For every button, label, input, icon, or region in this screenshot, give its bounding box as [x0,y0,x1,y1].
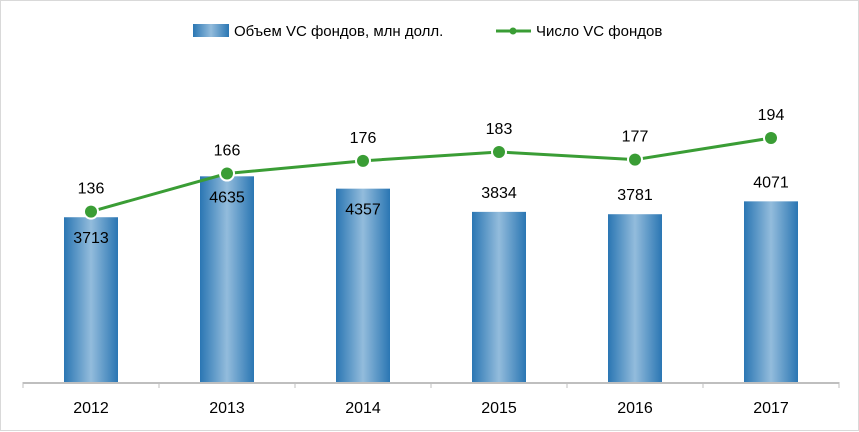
legend-bar-label: Объем VC фондов, млн долл. [234,23,443,40]
x-tick-label-2017: 2017 [753,400,789,417]
bar-2015 [472,211,526,382]
legend-bar-swatch [193,24,229,37]
bar-2017 [744,201,798,382]
bar-value-label-2013: 4635 [209,189,245,206]
bar-2012 [64,217,118,382]
line-point-2015 [493,145,505,158]
x-tick-label-2014: 2014 [345,400,381,417]
line-point-2013 [221,167,233,180]
line-value-label-2016: 177 [622,129,649,146]
line-value-label-2012: 136 [78,181,105,198]
bar-value-label-2012: 3713 [73,230,109,247]
line-value-label-2013: 166 [214,143,241,160]
x-tick-label-2012: 2012 [73,400,109,417]
line-point-2017 [765,132,777,145]
bar-value-label-2017: 4071 [753,174,789,191]
bar-2014 [336,188,390,382]
legend-line-label: Число VC фондов [536,23,662,40]
x-tick-label-2013: 2013 [209,400,245,417]
legend-line-marker [509,27,517,35]
line-value-label-2017: 194 [758,107,785,124]
bar-2016 [608,214,662,382]
line-value-label-2014: 176 [350,130,377,147]
x-tick-label-2016: 2016 [617,400,653,417]
bar-value-label-2015: 3834 [481,185,517,202]
line-point-2012 [85,205,97,218]
line-point-2016 [629,153,641,166]
bar-value-label-2014: 4357 [345,202,381,219]
legend: Объем VC фондов, млн долл. Число VC фонд… [193,23,662,40]
line-value-label-2015: 183 [486,121,513,138]
line-series [90,136,772,214]
bar-2013 [200,176,254,382]
x-tick-label-2015: 2015 [481,400,517,417]
line-point-2014 [357,154,369,167]
bar-value-label-2016: 3781 [617,187,653,204]
